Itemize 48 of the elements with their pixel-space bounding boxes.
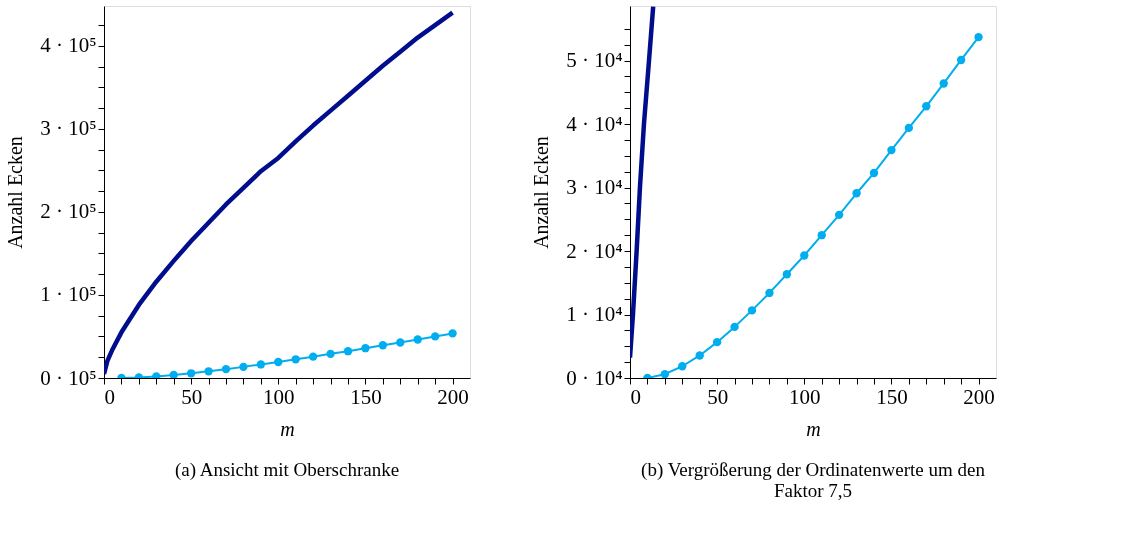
- y-axis-title: Anzahl Ecken: [530, 136, 553, 249]
- point: [660, 370, 670, 378]
- point: [869, 168, 879, 178]
- x-axis-title: m: [280, 417, 295, 440]
- y-tick-label: 4 · 10⁴: [566, 111, 623, 136]
- point: [817, 230, 826, 240]
- x-tick-label: 50: [707, 384, 729, 409]
- line-series: [104, 10, 455, 377]
- y-tick-label: 0 · 10⁵: [40, 365, 97, 390]
- line-series: [630, 6, 656, 360]
- point: [800, 251, 809, 260]
- point: [956, 55, 966, 65]
- point: [678, 362, 687, 371]
- y-tick-label: 5 · 10⁴: [566, 48, 623, 73]
- point: [712, 337, 722, 347]
- y-tick-label: 1 · 10⁴: [566, 302, 623, 327]
- point: [765, 288, 774, 298]
- y-tick-label: 3 · 10⁵: [40, 116, 97, 141]
- y-tick-label: 4 · 10⁵: [40, 33, 97, 58]
- x-tick-label: 0: [104, 384, 115, 409]
- point: [834, 210, 844, 220]
- y-tick-label: 3 · 10⁴: [566, 175, 623, 200]
- y-tick-label: 0 · 10⁴: [566, 365, 623, 390]
- x-tick-label: 200: [963, 384, 995, 409]
- x-axis-title: m: [806, 417, 821, 440]
- point: [852, 189, 861, 198]
- point: [887, 145, 896, 155]
- point: [730, 322, 739, 332]
- point: [904, 123, 914, 133]
- y-tick-label: 2 · 10⁴: [566, 238, 623, 263]
- text: (a) Ansicht mit Oberschranke: [174, 459, 400, 481]
- point: [747, 306, 757, 315]
- x-tick-label: 0: [630, 384, 641, 409]
- y-tick-label: 1 · 10⁵: [40, 282, 97, 307]
- text: (b) Vergrößerung der Ordinatenwerte um den Faktor 7,5: [641, 459, 986, 501]
- point: [695, 351, 704, 360]
- x-tick-label: 100: [789, 384, 821, 409]
- y-axis-title: Anzahl Ecken: [4, 136, 27, 249]
- x-tick-label: 200: [437, 384, 469, 409]
- x-tick-label: 100: [263, 384, 295, 409]
- x-tick-label: 150: [350, 384, 382, 409]
- x-tick-label: 150: [876, 384, 908, 409]
- point: [782, 270, 792, 279]
- y-tick-label: 2 · 10⁵: [40, 199, 97, 224]
- point: [922, 102, 931, 111]
- x-tick-label: 50: [181, 384, 203, 409]
- point: [974, 32, 983, 42]
- point: [939, 79, 948, 88]
